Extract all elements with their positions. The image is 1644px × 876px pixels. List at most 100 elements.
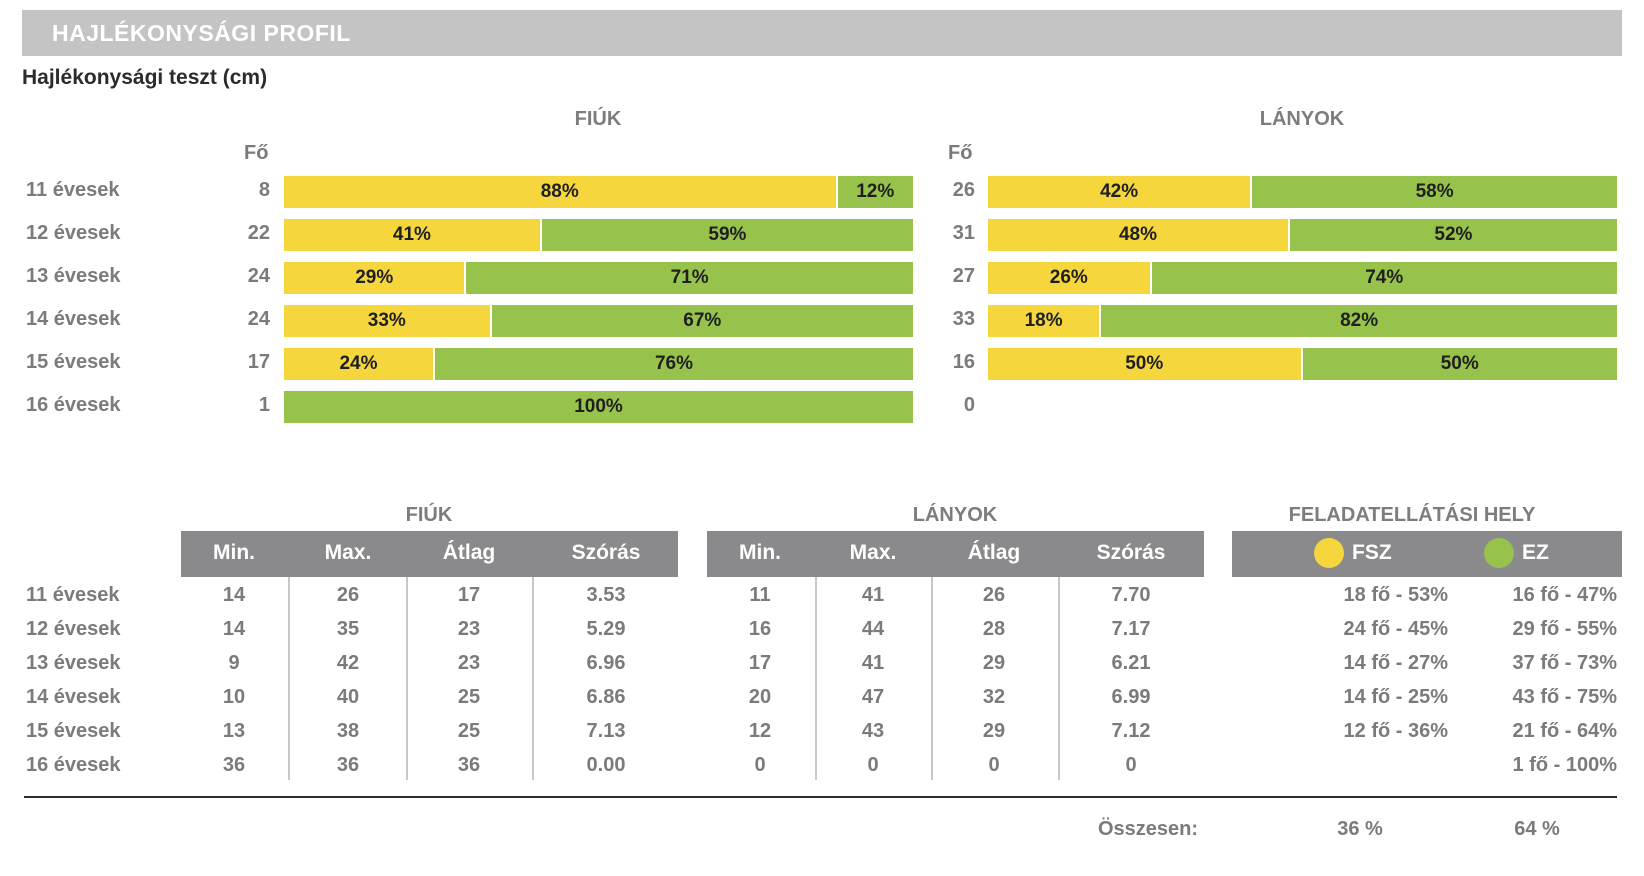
table-cell: 6.96: [586, 652, 626, 674]
chart-row-label: 14 évesek: [26, 308, 121, 330]
table-col-header: Szórás: [571, 541, 641, 564]
table-cell: 12: [748, 720, 772, 742]
chart-row-label: 12 évesek: [26, 222, 121, 244]
table-cell: 24 fő - 45%: [1343, 618, 1448, 640]
chart-row-label: 15 évesek: [26, 351, 121, 373]
page-title: HAJLÉKONYSÁGI PROFIL: [52, 20, 351, 46]
table-cell: 29: [982, 652, 1006, 674]
bar-segment-ez: 74%: [1151, 262, 1617, 294]
table-cell: 13: [222, 720, 246, 742]
column-divider: [406, 577, 408, 780]
row-count: 33: [952, 308, 975, 330]
chart-subtitle: Hajlékonysági teszt (cm): [22, 66, 268, 89]
table-group-title: LÁNYOK: [912, 504, 998, 526]
table-row-label: 13 évesek: [26, 652, 121, 674]
table-col-header: Max.: [849, 541, 897, 564]
chart-row-label: 11 évesek: [26, 179, 120, 201]
table-cell: 29: [982, 720, 1006, 742]
table-cell: 23: [457, 652, 481, 674]
row-count: 27: [952, 265, 975, 287]
table-row-label: 15 évesek: [26, 720, 121, 742]
bar-segment-ez: 58%: [1252, 176, 1617, 208]
fsz-legend-icon: [1314, 538, 1344, 568]
row-count: 24: [247, 265, 270, 287]
table-cell: 14: [222, 618, 246, 640]
table-cell: 29 fő - 55%: [1512, 618, 1617, 640]
bar-segment-ez: 71%: [466, 262, 913, 294]
table-cell: 41: [861, 652, 885, 674]
table-cell: 42: [336, 652, 360, 674]
table-cell: 0.00: [586, 754, 626, 776]
table-cell: 10: [222, 686, 246, 708]
column-divider: [1058, 577, 1060, 780]
table-cell: 38: [336, 720, 360, 742]
table-cell: 5.29: [586, 618, 626, 640]
table-cell: 40: [336, 686, 360, 708]
legend-label-fsz: FSZ: [1352, 541, 1392, 564]
table-cell: 26: [336, 584, 360, 606]
bar-segment-ez: 67%: [491, 305, 913, 337]
table-cell: 17: [457, 584, 481, 606]
table-cell: 12 fő - 36%: [1343, 720, 1448, 742]
table-header-bar: [1232, 531, 1622, 577]
row-count: 17: [247, 351, 270, 373]
bar-segment-ez: 76%: [434, 348, 913, 380]
table-cell: 37 fő - 73%: [1512, 652, 1617, 674]
legend-label-ez: EZ: [1522, 541, 1549, 564]
count-header: Fő: [244, 142, 269, 164]
table-cell: 6.99: [1111, 686, 1151, 708]
table-cell: 35: [336, 618, 360, 640]
bar-segment-ez: 52%: [1289, 219, 1617, 251]
bar-segment-fsz: 33%: [284, 305, 490, 337]
table-col-header: Max.: [324, 541, 372, 564]
table-row-label: 12 évesek: [26, 618, 121, 640]
table-cell: 16 fő - 47%: [1512, 584, 1617, 606]
table-cell: 47: [861, 686, 885, 708]
total-value: 64 %: [1514, 818, 1560, 840]
total-label: Összesen:: [1097, 818, 1198, 840]
row-count: 26: [952, 179, 975, 201]
bar-segment-fsz: 42%: [988, 176, 1251, 208]
table-cell: 36: [457, 754, 481, 776]
count-header: Fő: [948, 142, 973, 164]
bar-segment-ez: 59%: [541, 219, 913, 251]
table-cell: 17: [748, 652, 772, 674]
column-divider: [288, 577, 290, 780]
bar-segment-ez: 100%: [284, 391, 913, 423]
table-cell: 7.13: [586, 720, 626, 742]
table-cell: 28: [982, 618, 1006, 640]
table-group-title: FIÚK: [405, 504, 453, 526]
table-cell: 36: [222, 754, 246, 776]
table-cell: 9: [228, 652, 240, 674]
column-divider: [931, 577, 933, 780]
table-cell: 25: [457, 686, 481, 708]
row-count: 31: [952, 222, 975, 244]
bar-segment-fsz: 48%: [988, 219, 1288, 251]
table-cell: 7.17: [1111, 618, 1151, 640]
table-cell: 36: [336, 754, 360, 776]
table-col-header: Min.: [213, 541, 255, 564]
table-cell: 41: [861, 584, 885, 606]
table-cell: 6.21: [1111, 652, 1151, 674]
table-col-header: Szórás: [1096, 541, 1166, 564]
bar-segment-fsz: 29%: [284, 262, 465, 294]
bar-segment-ez: 82%: [1101, 305, 1617, 337]
table-group-title: FELADATELLÁTÁSI HELY: [1288, 504, 1536, 526]
table-cell: 7.70: [1111, 584, 1151, 606]
row-count: 16: [952, 351, 975, 373]
bar-segment-fsz: 50%: [988, 348, 1301, 380]
column-divider: [532, 577, 534, 780]
table-col-header: Átlag: [967, 541, 1021, 564]
bar-segment-fsz: 26%: [988, 262, 1150, 294]
table-cell: 21 fő - 64%: [1512, 720, 1617, 742]
table-cell: 0: [1125, 754, 1137, 776]
total-value: 36 %: [1337, 818, 1383, 840]
table-cell: 11: [749, 584, 771, 606]
table-row-label: 11 évesek: [26, 584, 120, 606]
table-cell: 32: [982, 686, 1006, 708]
table-cell: 14 fő - 27%: [1343, 652, 1448, 674]
row-count: 0: [963, 394, 975, 416]
chart-panel-title: LÁNYOK: [1259, 108, 1345, 130]
row-count: 22: [247, 222, 270, 244]
bar-segment-fsz: 41%: [284, 219, 540, 251]
